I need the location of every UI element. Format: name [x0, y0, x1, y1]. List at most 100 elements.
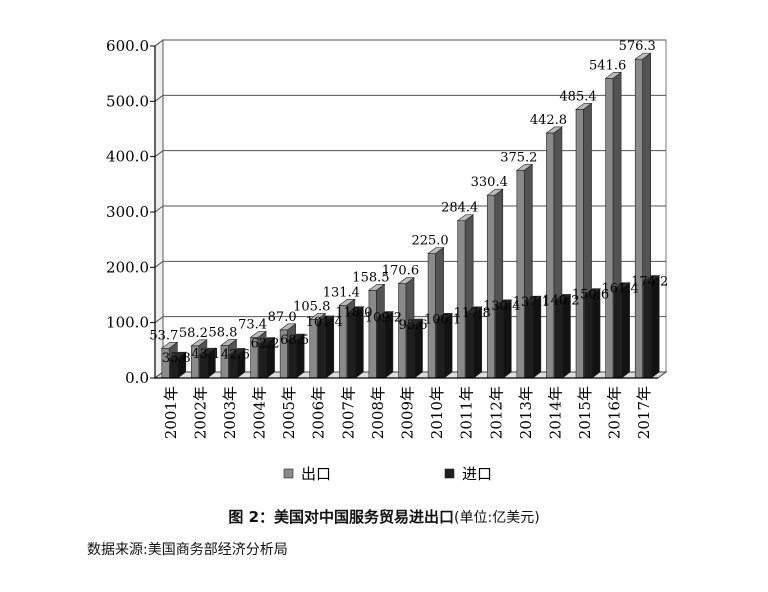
data-label-export: 87.0: [268, 310, 297, 325]
bar-export-top: [456, 214, 475, 221]
bar-import: [228, 347, 246, 379]
bar-import-front: [317, 321, 327, 379]
figure-caption: 图 2：美国对中国服务贸易进出口(单位:亿美元): [0, 506, 768, 527]
bar-import: [435, 312, 453, 379]
x-tick-label: 2007年: [339, 386, 357, 439]
bar-import-top: [317, 315, 335, 323]
data-label-import: 95.6: [399, 318, 428, 333]
bar-export-front: [575, 109, 584, 379]
bar-export-front: [605, 78, 614, 379]
data-label-export: 330.4: [471, 175, 508, 190]
x-tick-label: 2002年: [191, 386, 209, 439]
x-tick-label: 2016年: [606, 386, 624, 439]
data-label-export: 375.2: [500, 150, 537, 165]
x-axis: 2001年 2002年 2003年 2004年 2005年 2006年 2007年 2008年…: [155, 377, 658, 439]
data-label-import: 140.2: [542, 293, 579, 308]
bar-export-front: [368, 289, 377, 379]
data-label-import: 68.5: [280, 333, 309, 348]
bar-import-front: [377, 317, 386, 379]
bar-export-top: [575, 103, 593, 110]
bar-export-top: [634, 52, 652, 60]
bar-import: [317, 315, 335, 379]
data-label-import: 43.1: [191, 347, 220, 362]
legend-swatch: [444, 468, 455, 479]
data-label-export: 576.3: [619, 39, 656, 54]
bar-export-front: [546, 132, 555, 379]
bar-import-front: [525, 301, 534, 379]
legend-item: 进口: [444, 465, 492, 483]
legend-label: 出口: [301, 465, 331, 483]
bar-import-front: [436, 318, 445, 379]
bar-export-top: [545, 126, 563, 134]
gridline-side: [154, 260, 164, 268]
bar-import-side: [650, 275, 660, 379]
x-tick-label: 2010年: [428, 386, 446, 439]
bar-import-top: [258, 337, 276, 344]
data-label-export: 58.2: [179, 326, 208, 341]
data-labels: 53.7 35.8 58.2 43.1 58.8 42.6 73.4 62.2 87.0 68.5…: [149, 39, 668, 366]
bar-import-top: [169, 351, 187, 359]
x-tick-label: 2017年: [635, 386, 653, 439]
bar-export-top: [604, 72, 623, 79]
bar-export-front: [634, 58, 644, 379]
x-tick-label: 2005年: [280, 386, 298, 439]
data-label-export: 73.4: [238, 317, 267, 332]
bar-import-front: [554, 300, 563, 379]
data-label-export: 442.8: [530, 113, 567, 128]
bar-import-side: [621, 282, 630, 379]
data-label-import: 35.8: [162, 351, 191, 366]
data-label-export: 131.4: [323, 285, 360, 300]
gridline-side: [154, 205, 164, 213]
bar-export-top: [397, 277, 415, 284]
data-label-export: 225.0: [411, 234, 448, 249]
data-label-import: 117.8: [454, 306, 491, 321]
data-label-import: 106.1: [424, 312, 461, 327]
legend-item: 出口: [283, 465, 331, 483]
data-label-export: 170.6: [382, 264, 419, 279]
data-source-note: 数据来源:美国商务部经济分析局: [87, 542, 288, 558]
data-label-import: 42.6: [221, 347, 250, 362]
bar-import-front: [495, 305, 504, 379]
y-tick-label: 200.0: [106, 258, 149, 276]
legend-label: 进口: [462, 465, 492, 483]
bar-import-top: [376, 311, 394, 318]
data-label-import: 130.4: [483, 299, 520, 314]
bar-import-top: [524, 295, 542, 303]
x-tick-label: 2015年: [576, 386, 594, 439]
x-tick-label: 2009年: [399, 386, 417, 439]
bar-import: [642, 275, 661, 379]
bar-import: [346, 306, 365, 379]
bar-export-top: [160, 341, 179, 349]
x-tick-label: 2003年: [221, 386, 239, 439]
bar-import: [406, 318, 424, 379]
x-tick-label: 2006年: [310, 386, 328, 439]
data-label-import: 62.2: [251, 337, 280, 352]
bar-import-top: [465, 306, 483, 314]
gridline-side: [154, 316, 164, 324]
y-tick-label: 600.0: [106, 37, 149, 55]
data-label-import: 101.4: [306, 315, 343, 330]
bar-export-top: [338, 298, 356, 306]
bar-import-top: [583, 288, 601, 295]
data-label-export: 485.4: [559, 89, 596, 104]
x-tick-label: 2008年: [369, 386, 387, 439]
x-tick-label: 2004年: [251, 386, 269, 439]
bar-import: [376, 310, 394, 379]
bar-import-top: [494, 299, 513, 307]
bar-import-top: [435, 312, 453, 320]
legend-swatch: [283, 468, 294, 479]
bar-import-top: [346, 306, 365, 314]
bar-import-top: [198, 347, 217, 355]
bar-import: [494, 299, 513, 379]
data-label-import: 137.1: [513, 295, 550, 310]
y-tick-label: 0.0: [125, 369, 149, 387]
data-label-export: 105.8: [293, 299, 330, 314]
data-label-export: 541.6: [589, 58, 626, 73]
bar-import-top: [228, 348, 246, 355]
bar-import-front: [465, 312, 474, 379]
bar-export-top: [220, 339, 238, 346]
bar-import-front: [584, 294, 593, 379]
data-label-import: 118.0: [335, 306, 372, 321]
bar-import-top: [613, 282, 631, 289]
y-tick-label: 300.0: [106, 203, 149, 221]
